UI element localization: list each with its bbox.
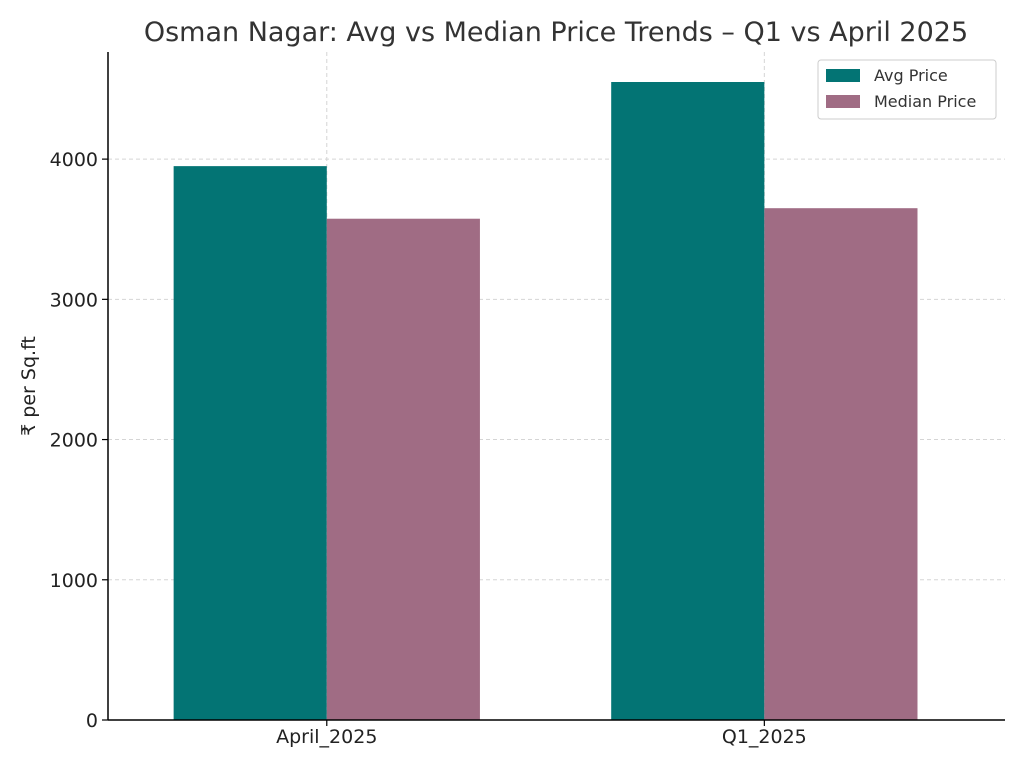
legend-label: Median Price xyxy=(874,92,976,111)
x-tick-label: Q1_2025 xyxy=(722,726,807,748)
ticks-layer: 0 1000 2000 3000 4000 April_2025 Q1_2025 xyxy=(50,149,807,748)
legend-label: Avg Price xyxy=(874,66,948,85)
x-tick-label: April_2025 xyxy=(276,726,377,748)
chart-title: Osman Nagar: Avg vs Median Price Trends … xyxy=(144,17,968,48)
y-tick-label: 2000 xyxy=(50,430,98,452)
median-price-bar-q1-2025 xyxy=(764,208,918,720)
y-tick-label: 1000 xyxy=(50,570,98,592)
legend-swatch xyxy=(826,69,860,82)
legend: Avg Price Median Price xyxy=(817,59,997,120)
median-price-bar-april-2025 xyxy=(326,218,480,720)
y-tick-label: 0 xyxy=(86,710,98,732)
y-tick-label: 4000 xyxy=(50,149,98,171)
legend-box xyxy=(817,59,997,120)
axes-layer xyxy=(107,52,1005,721)
y-axis-label: ₹ per Sq.ft xyxy=(18,336,40,436)
avg-price-bar-april-2025 xyxy=(173,166,327,721)
legend-swatch xyxy=(826,95,860,108)
y-tick-label: 3000 xyxy=(50,289,98,311)
bars-layer xyxy=(173,82,918,721)
avg-price-bar-q1-2025 xyxy=(611,82,765,720)
